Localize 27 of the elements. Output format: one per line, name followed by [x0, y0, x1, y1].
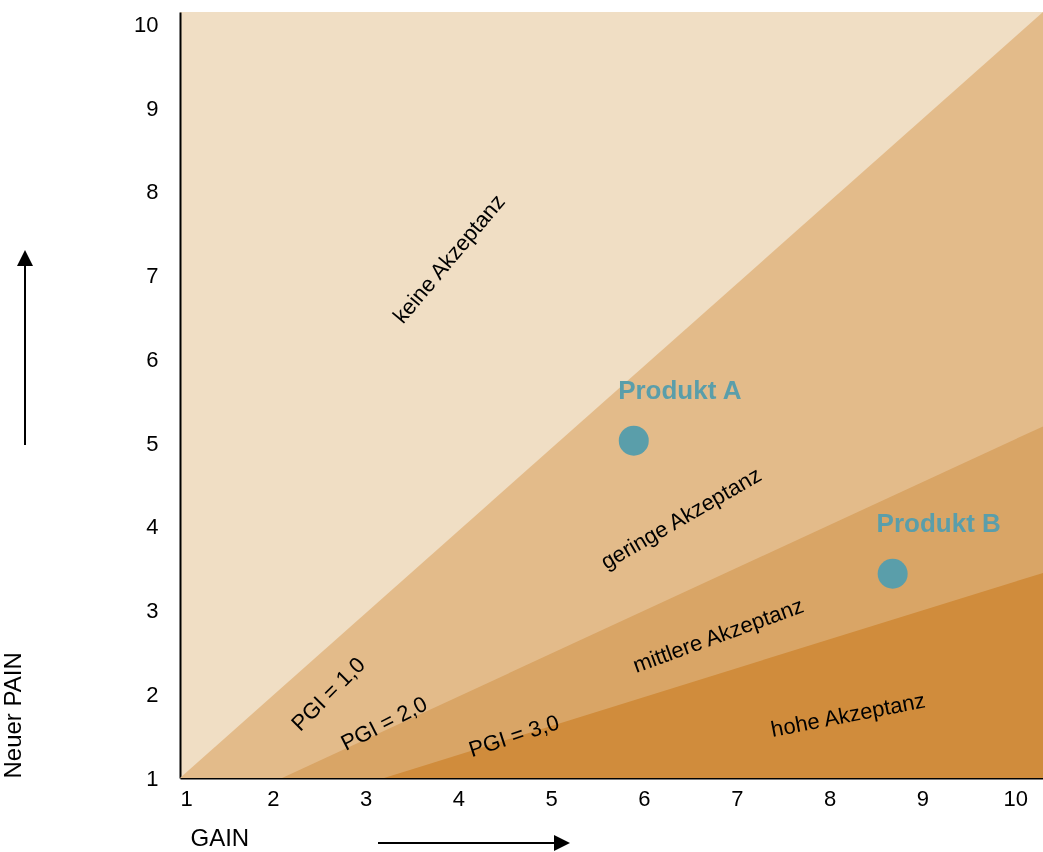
x-tick-label: 5 [545, 785, 558, 811]
series-label: Produkt A [618, 374, 742, 405]
x-tick-label: 3 [359, 785, 373, 811]
annotation: PGI = 2,0 [336, 690, 432, 756]
x-tick-label: 7 [731, 785, 744, 811]
y-axis-title: Neuer PAIN [0, 652, 26, 779]
annotation: hohe Akzeptanz [768, 687, 928, 742]
x-tick-label: 4 [452, 785, 466, 811]
y-tick-label: 2 [146, 681, 159, 707]
series-label: Produkt B [876, 507, 1001, 538]
y-tick-label: 8 [146, 179, 159, 205]
y-tick-label: 3 [146, 598, 159, 624]
x-tick-label: 1 [180, 785, 193, 811]
x-tick-label: 2 [267, 785, 280, 811]
y-tick-label: 1 [146, 765, 159, 791]
x-tick-label: 10 [1003, 785, 1028, 811]
y-tick-label: 10 [134, 12, 159, 38]
annotation: PGI = 3,0 [465, 709, 563, 763]
y-tick-label: 4 [146, 514, 159, 540]
y-tick-label: 7 [146, 263, 159, 289]
x-tick-label: 8 [823, 785, 837, 811]
x-tick-label: 9 [916, 785, 929, 811]
x-axis-title: GAIN [190, 823, 250, 851]
y-tick-label: 9 [146, 95, 159, 121]
y-tick-label: 6 [146, 346, 159, 372]
x-tick-label: 6 [638, 785, 651, 811]
y-tick-label: 5 [146, 430, 159, 456]
